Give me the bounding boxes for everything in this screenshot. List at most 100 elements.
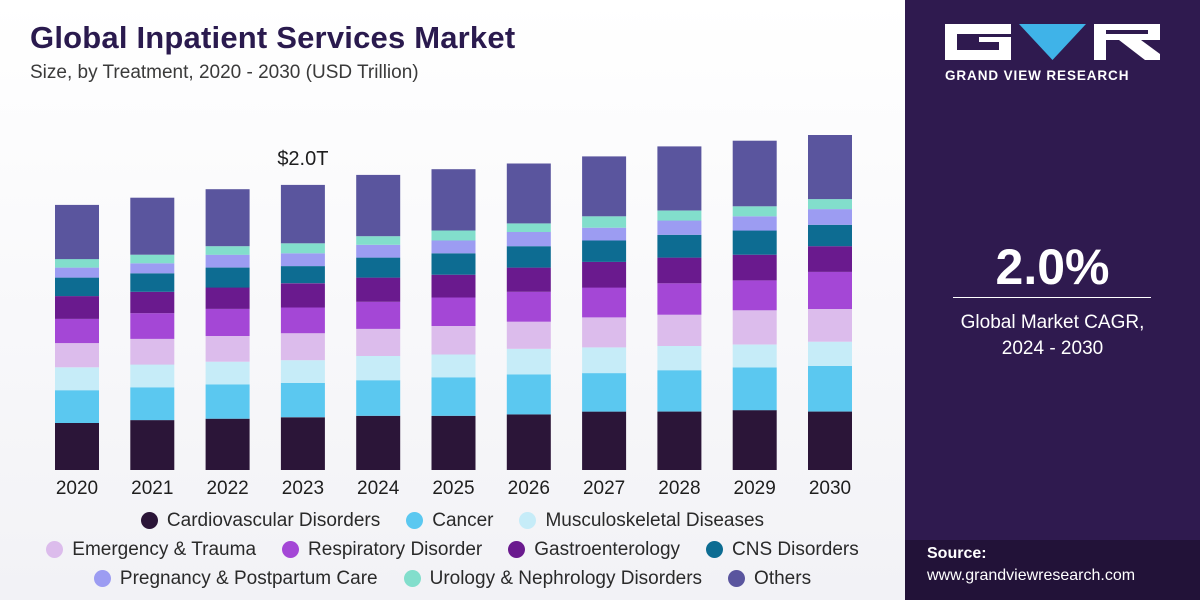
- legend-label-cns-disorders: CNS Disorders: [732, 538, 859, 560]
- side-panel: GRAND VIEW RESEARCH 2.0% Global Market C…: [905, 0, 1200, 600]
- bar-segment-2027-gastroenterology: [582, 261, 627, 288]
- bar-segment-2022-pregnancy-and-postpartum-care: [205, 254, 250, 268]
- bar-segment-2024-cardiovascular-disorders: [356, 415, 401, 470]
- bar-segment-2026-urology-and-nephrology-disorders: [506, 223, 551, 232]
- bar-segment-2025-cardiovascular-disorders: [431, 415, 476, 470]
- legend-item-others: Others: [728, 568, 811, 590]
- bar-segment-2020-pregnancy-and-postpartum-care: [55, 267, 99, 278]
- bar-segment-2029-cancer: [732, 367, 777, 411]
- bar-segment-2020-musculoskeletal-diseases: [55, 367, 99, 391]
- bar-segment-2026-others: [506, 163, 551, 224]
- bar-segment-2027-emergency-and-trauma: [582, 317, 627, 348]
- bar-segment-2025-respiratory-disorder: [431, 297, 476, 326]
- source-label: Source:: [927, 545, 987, 562]
- bar-segment-2021-cardiovascular-disorders: [130, 420, 175, 470]
- legend-row-3: Pregnancy & Postpartum Care Urology & Nep…: [0, 564, 905, 593]
- bar-segment-2023-emergency-and-trauma: [280, 333, 325, 361]
- bar-segment-2024-respiratory-disorder: [356, 301, 401, 329]
- bar-segment-2028-cns-disorders: [657, 234, 702, 258]
- bar-segment-2022-respiratory-disorder: [205, 308, 250, 336]
- x-tick-label-2029: 2029: [734, 478, 776, 499]
- bar-segment-2027-cns-disorders: [582, 240, 627, 262]
- bar-segment-2027-urology-and-nephrology-disorders: [582, 216, 627, 228]
- bar-segment-2021-musculoskeletal-diseases: [130, 364, 175, 388]
- bar-segment-2024-urology-and-nephrology-disorders: [356, 236, 401, 245]
- bar-segment-2021-pregnancy-and-postpartum-care: [130, 263, 175, 274]
- legend-item-respiratory-disorder: Respiratory Disorder: [282, 539, 482, 561]
- bar-segment-2025-cancer: [431, 377, 476, 416]
- bar-segment-2024-musculoskeletal-diseases: [356, 356, 401, 381]
- source-url[interactable]: www.grandviewresearch.com: [927, 567, 1136, 584]
- bar-segment-2026-cns-disorders: [506, 246, 551, 268]
- legend-swatch-cancer: [406, 512, 424, 529]
- bar-segment-2023-others: [280, 184, 325, 244]
- bar-segment-2025-emergency-and-trauma: [431, 326, 476, 355]
- bars-layer: [55, 135, 852, 470]
- chart-title: Global Inpatient Services Market: [30, 20, 516, 55]
- bar-segment-2026-gastroenterology: [506, 267, 551, 292]
- cagr-label: Global Market CAGR, 2024 - 2030: [905, 310, 1200, 362]
- bar-segment-2022-cancer: [205, 384, 250, 419]
- bar-segment-2023-cancer: [280, 383, 325, 418]
- bar-segment-2020-emergency-and-trauma: [55, 343, 99, 368]
- bar-segment-2027-cancer: [582, 373, 627, 412]
- bar-segment-2029-musculoskeletal-diseases: [732, 344, 777, 368]
- legend-swatch-cardiovascular-disorders: [140, 512, 158, 529]
- bar-segment-2026-pregnancy-and-postpartum-care: [506, 231, 551, 247]
- legend-swatch-respiratory-disorder: [282, 541, 300, 558]
- bar-segment-2030-pregnancy-and-postpartum-care: [808, 209, 852, 225]
- legend-label-emergency-and-trauma: Emergency & Trauma: [72, 538, 257, 560]
- bar-segment-2021-respiratory-disorder: [130, 313, 175, 339]
- cagr-label-line-1: Global Market CAGR,: [960, 312, 1145, 333]
- legend-label-pregnancy-and-postpartum-care: Pregnancy & Postpartum Care: [119, 567, 378, 589]
- bar-segment-2028-emergency-and-trauma: [657, 314, 702, 346]
- x-tick-label-2028: 2028: [658, 478, 700, 499]
- bar-segment-2028-cancer: [657, 370, 702, 412]
- bar-segment-2024-pregnancy-and-postpartum-care: [356, 244, 401, 258]
- x-tick-label-2022: 2022: [206, 478, 248, 499]
- bar-segment-2025-gastroenterology: [431, 274, 476, 298]
- legend-item-urology-and-nephrology-disorders: Urology & Nephrology Disorders: [403, 567, 703, 590]
- bar-segment-2027-pregnancy-and-postpartum-care: [582, 227, 627, 241]
- x-tick-label-2021: 2021: [131, 478, 173, 499]
- bar-segment-2021-gastroenterology: [130, 291, 175, 314]
- legend-swatch-others: [728, 570, 746, 587]
- bar-segment-2021-others: [130, 197, 175, 255]
- x-tick-label-2020: 2020: [56, 478, 98, 499]
- bar-segment-2026-respiratory-disorder: [506, 291, 551, 322]
- bar-segment-2020-urology-and-nephrology-disorders: [55, 259, 99, 268]
- legend-label-others: Others: [754, 567, 812, 589]
- source-block: Source: www.grandviewresearch.com: [905, 540, 1200, 600]
- bar-segment-2024-cancer: [356, 380, 401, 416]
- bar-segment-2029-cardiovascular-disorders: [732, 410, 777, 470]
- bar-segment-2026-cancer: [506, 374, 551, 415]
- bar-segment-2030-cancer: [808, 365, 852, 412]
- cagr-value: 2.0%: [995, 239, 1110, 295]
- bar-segment-2029-others: [732, 140, 777, 207]
- bar-segment-2023-musculoskeletal-diseases: [280, 360, 325, 383]
- x-tick-label-2026: 2026: [508, 478, 550, 499]
- bar-segment-2030-cardiovascular-disorders: [808, 411, 852, 470]
- x-tick-label-2024: 2024: [357, 478, 400, 499]
- bar-segment-2023-cardiovascular-disorders: [280, 417, 325, 470]
- legend-swatch-gastroenterology: [508, 541, 526, 558]
- bar-segment-2021-emergency-and-trauma: [130, 338, 175, 365]
- bar-segment-2030-musculoskeletal-diseases: [808, 341, 852, 366]
- bar-segment-2028-urology-and-nephrology-disorders: [657, 210, 702, 221]
- legend-label-urology-and-nephrology-disorders: Urology & Nephrology Disorders: [429, 567, 703, 589]
- legend-label-musculoskeletal-diseases: Musculoskeletal Diseases: [545, 509, 765, 531]
- bar-segment-2024-emergency-and-trauma: [356, 328, 401, 356]
- bar-segment-2029-pregnancy-and-postpartum-care: [732, 216, 777, 231]
- bar-segment-2021-urology-and-nephrology-disorders: [130, 254, 175, 264]
- bar-segment-2022-cns-disorders: [205, 267, 250, 288]
- legend-item-cancer: Cancer: [406, 510, 493, 532]
- brand-logo: GRAND VIEW RESEARCH: [945, 24, 1160, 83]
- legend-row-1: Cardiovascular Disorders Cancer Musculoske…: [0, 506, 905, 535]
- bar-segment-2023-pregnancy-and-postpartum-care: [280, 253, 325, 267]
- bar-segment-2024-gastroenterology: [356, 277, 401, 302]
- bar-segment-2026-cardiovascular-disorders: [506, 414, 551, 470]
- legend-label-gastroenterology: Gastroenterology: [534, 538, 681, 560]
- bar-segment-2029-respiratory-disorder: [732, 280, 777, 311]
- bar-segment-2020-others: [55, 204, 99, 260]
- bar-segment-2027-musculoskeletal-diseases: [582, 347, 627, 374]
